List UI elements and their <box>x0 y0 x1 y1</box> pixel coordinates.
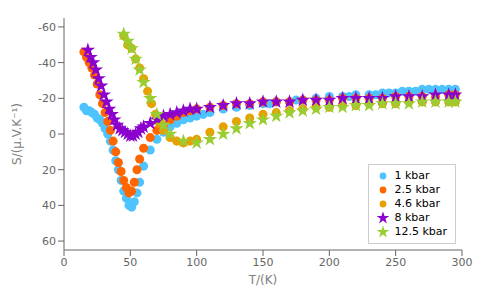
svg-text:0: 0 <box>61 256 68 269</box>
svg-text:-60: -60 <box>38 21 56 34</box>
html-text:2.5 kbar: 2.5 kbar <box>394 183 440 196</box>
html-text:8 kbar: 8 kbar <box>394 211 430 224</box>
svg-text:300: 300 <box>452 256 473 269</box>
svg-text:-40: -40 <box>38 57 56 70</box>
svg-text:S/(μ.V.K⁻¹): S/(μ.V.K⁻¹) <box>10 103 24 165</box>
svg-text:200: 200 <box>319 256 340 269</box>
svg-text:100: 100 <box>186 256 207 269</box>
svg-text:250: 250 <box>385 256 406 269</box>
svg-text:40: 40 <box>42 199 56 212</box>
svg-text:50: 50 <box>123 256 137 269</box>
html-text:4.6 kbar: 4.6 kbar <box>394 197 440 210</box>
svg-text:150: 150 <box>253 256 274 269</box>
svg-text:T/(K): T/(K) <box>248 273 278 287</box>
html-text:12.5 kbar: 12.5 kbar <box>394 225 447 238</box>
svg-text:-20: -20 <box>38 92 56 105</box>
svg-text:0: 0 <box>49 128 56 141</box>
svg-text:60: 60 <box>42 235 56 248</box>
svg-text:20: 20 <box>42 164 56 177</box>
html-text:1 kbar: 1 kbar <box>394 169 430 182</box>
